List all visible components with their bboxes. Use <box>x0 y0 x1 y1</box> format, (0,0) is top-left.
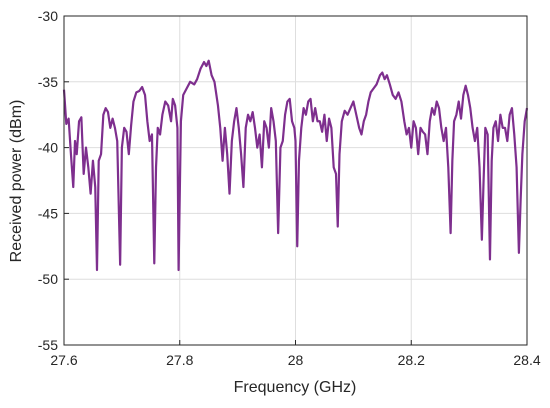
y-tick-label: -55 <box>38 337 58 353</box>
x-tick-label: 28 <box>288 352 304 368</box>
data-line <box>62 59 529 272</box>
y-tick-label: -30 <box>38 8 58 24</box>
x-axis-label: Frequency (GHz) <box>234 379 357 396</box>
y-tick-label: -35 <box>38 74 58 90</box>
y-tick-label: -45 <box>38 205 58 221</box>
x-tick-label: 27.6 <box>50 352 77 368</box>
x-tick-label: 27.8 <box>166 352 193 368</box>
x-tick-label: 28.2 <box>398 352 425 368</box>
plot-frame <box>63 15 528 346</box>
y-tick-label: -50 <box>38 271 58 287</box>
y-axis-label: Received power (dBm) <box>8 100 25 263</box>
y-tick-label: -40 <box>38 140 58 156</box>
x-tick-label: 28.4 <box>513 352 540 368</box>
